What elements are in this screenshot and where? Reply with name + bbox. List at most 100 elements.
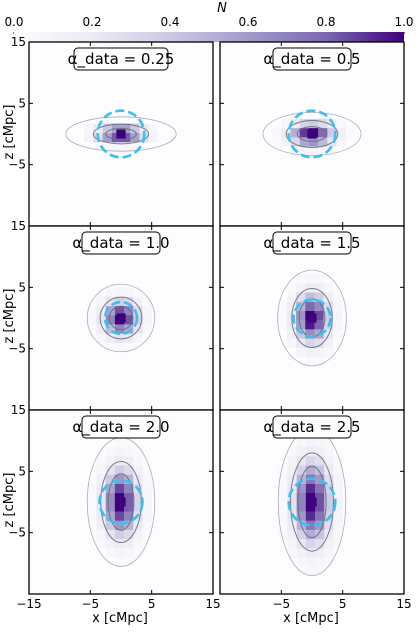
contour-mid — [92, 123, 150, 145]
heatmap-cell — [105, 342, 116, 353]
heatmap-cell — [296, 538, 307, 549]
heatmap-cells — [87, 437, 152, 567]
contour-core — [107, 473, 135, 531]
heatmap-cell — [287, 465, 297, 475]
heatmap-cell — [278, 520, 288, 530]
heatmap-cell — [142, 483, 152, 494]
heatmap-cell — [333, 465, 343, 475]
heatmap-cell — [333, 520, 343, 530]
alpha-label: α_data = 2.5 — [263, 418, 360, 437]
heatmap-cell — [102, 141, 113, 152]
heatmap-cell — [314, 273, 324, 284]
heatmap-cell — [133, 324, 143, 334]
heatmap-cell — [305, 356, 315, 367]
heatmap-cell — [296, 548, 307, 558]
heatmap-cell — [105, 446, 116, 457]
heatmap-cell — [87, 305, 97, 316]
heatmap-cell — [87, 492, 97, 503]
heatmap-cell — [332, 319, 343, 330]
heatmap-cell — [130, 132, 140, 143]
heatmap-cell — [305, 465, 316, 475]
heatmap-cell — [296, 456, 307, 466]
heatmap-cell — [324, 456, 334, 466]
ylabel-row-3: z [cMpc] — [2, 473, 17, 528]
heatmap-cell — [324, 511, 334, 521]
heatmap-cell — [318, 127, 328, 138]
heatmap-cell — [286, 338, 297, 348]
heatmap-cell — [296, 347, 306, 357]
heatmap-cell — [96, 529, 106, 540]
colorbar-ticks: 0.0 0.2 0.4 0.6 0.8 1.0 — [4, 15, 414, 34]
heatmap-cell — [287, 474, 297, 484]
heatmap-cell — [318, 118, 328, 129]
contour-core — [296, 126, 328, 142]
heatmap-cell — [114, 529, 125, 540]
alpha-label: α_data = 0.5 — [263, 50, 360, 69]
heatmap-cell — [114, 474, 125, 484]
heatmap-cell — [121, 132, 131, 143]
heatmap-cell — [296, 273, 306, 284]
colorbar-tick-label: 0.8 — [316, 15, 335, 29]
heatmap-cell — [124, 483, 134, 494]
heatmap-cell — [96, 324, 106, 334]
heatmap-cell — [114, 538, 125, 549]
heatmap-cell — [142, 502, 152, 512]
ylabel-row-2: z [cMpc] — [2, 289, 17, 344]
heatmap-cell — [305, 338, 315, 348]
y-tick-label: −5 — [8, 526, 26, 540]
heatmap-cell — [105, 324, 116, 334]
heatmap-cell — [314, 347, 324, 357]
heatmap-cell — [142, 511, 152, 521]
contour-outer — [65, 116, 177, 152]
contour-mid — [285, 120, 339, 148]
heatmap-cell — [305, 329, 315, 339]
heatmap-cell — [133, 446, 143, 457]
heatmap-cell — [333, 529, 343, 540]
heatmap-cell — [142, 529, 152, 540]
heatmap-cell — [105, 474, 116, 484]
heatmap-cell — [296, 465, 307, 475]
heatmap-cell — [277, 319, 288, 330]
heatmap-cell — [305, 301, 315, 311]
heatmap-cell — [105, 305, 116, 316]
heatmap-cell — [124, 548, 134, 558]
heatmap-cell — [114, 520, 125, 530]
heatmap-cell — [114, 305, 125, 316]
heatmap-cell — [296, 492, 307, 503]
heatmap-cell — [336, 137, 347, 147]
heatmap-cell — [105, 296, 116, 307]
heatmap-cell — [124, 446, 134, 457]
heatmap-cell — [114, 446, 125, 457]
heatmap-cell — [314, 283, 324, 293]
heatmap-cell — [333, 502, 343, 512]
heatmap-cell — [314, 319, 324, 330]
heatmap-cell — [305, 511, 316, 521]
heatmap-cell — [133, 492, 143, 503]
heatmap-cell — [133, 305, 143, 316]
heatmap-cell — [318, 137, 328, 147]
heatmap-cell — [336, 118, 347, 129]
heatmap-cell — [327, 127, 337, 138]
heatmap-cell — [305, 483, 316, 494]
heatmap-cell — [315, 456, 325, 466]
heatmap-cell — [142, 492, 152, 503]
heatmap-cell — [305, 319, 315, 330]
contour-core — [105, 127, 137, 141]
heatmap-cell — [299, 127, 310, 138]
heatmap-cell — [333, 483, 343, 494]
heatmap-cell — [133, 333, 143, 343]
heatmap-cell — [124, 305, 134, 316]
heatmap-cell — [314, 338, 324, 348]
contour-outer — [277, 269, 347, 367]
contour-core — [108, 305, 134, 331]
alpha-label-frame — [73, 47, 169, 71]
alpha-label-frame — [81, 231, 161, 255]
heatmap-cell — [296, 566, 307, 576]
heatmap-cell — [105, 538, 116, 549]
heatmap-cell — [105, 333, 116, 343]
heatmap-cell — [305, 292, 315, 302]
heatmap-cell — [299, 137, 310, 147]
heatmap-cell — [333, 474, 343, 484]
heatmap-cell — [315, 437, 325, 448]
x-tick-label: 5 — [148, 597, 156, 611]
